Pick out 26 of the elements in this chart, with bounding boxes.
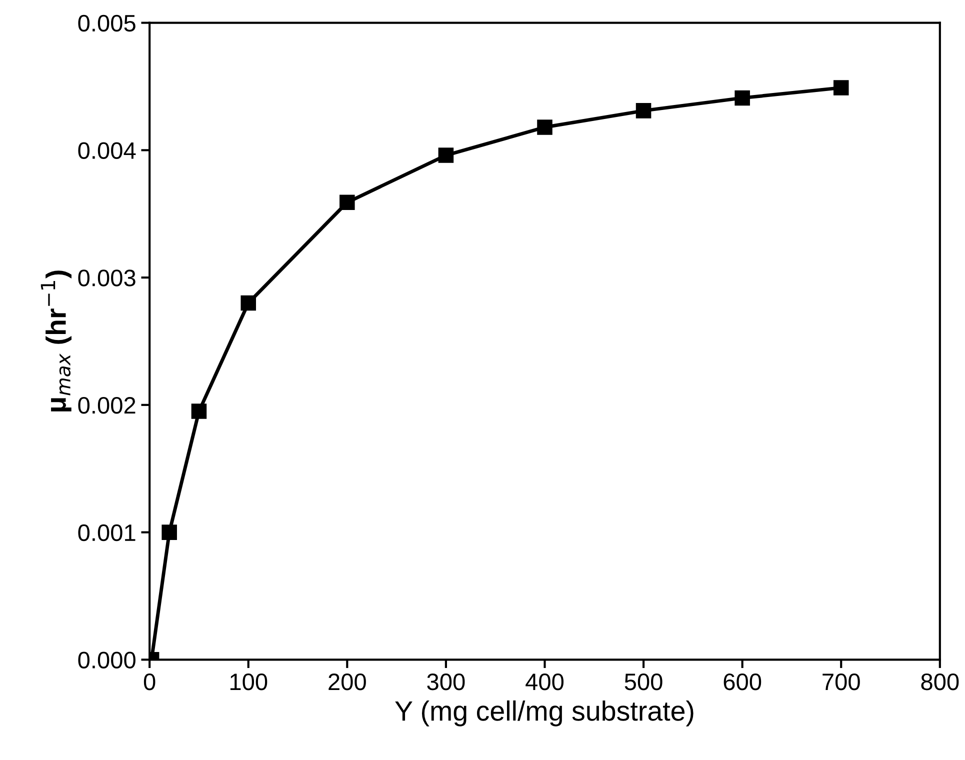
point [833,80,849,96]
point [162,524,177,540]
point [537,120,552,135]
y-axis-title: μ$_{max}$ (hr$^{−1}$) [40,270,72,412]
y-tick-label: 0.000 [78,652,136,668]
point [438,148,454,163]
y-tick-label: 0.003 [78,270,136,286]
y-tick-label: 0.004 [78,142,136,159]
x-tick-label: 800 [921,674,959,690]
x-tick-label: 100 [230,674,268,690]
x-tick-label: 500 [624,674,662,690]
point [340,194,355,210]
x-tick-label: 0 [144,674,156,690]
point [240,295,256,311]
y-tick-label: 0.002 [78,396,136,414]
point [734,90,750,106]
x-tick-label: 400 [526,674,564,690]
x-axis-title: Y (mg cell/mg substrate) [395,700,694,726]
x-tick-label: 600 [724,674,762,690]
point [191,404,207,419]
y-tick-label: 0.005 [78,14,136,32]
x-tick-label: 300 [427,674,465,690]
point [636,103,652,118]
y-tick-label: 0.001 [78,524,136,542]
x-tick-label: 200 [328,674,366,690]
x-tick-label: 700 [822,674,860,690]
